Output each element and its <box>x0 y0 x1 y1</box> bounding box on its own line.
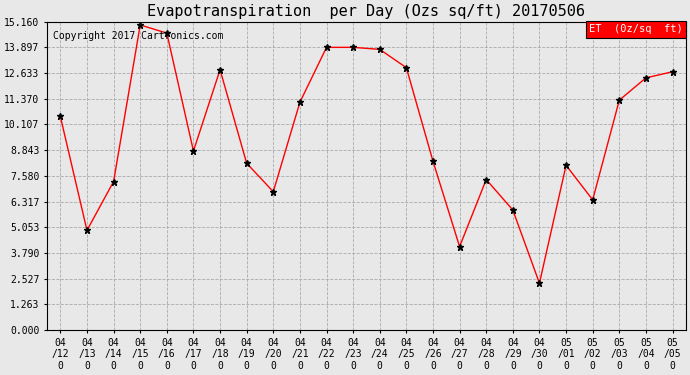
Text: ET  (0z/sq  ft): ET (0z/sq ft) <box>589 24 683 34</box>
Title: Evapotranspiration  per Day (Ozs sq/ft) 20170506: Evapotranspiration per Day (Ozs sq/ft) 2… <box>148 4 585 19</box>
Text: Copyright 2017 Cartronics.com: Copyright 2017 Cartronics.com <box>53 31 224 41</box>
